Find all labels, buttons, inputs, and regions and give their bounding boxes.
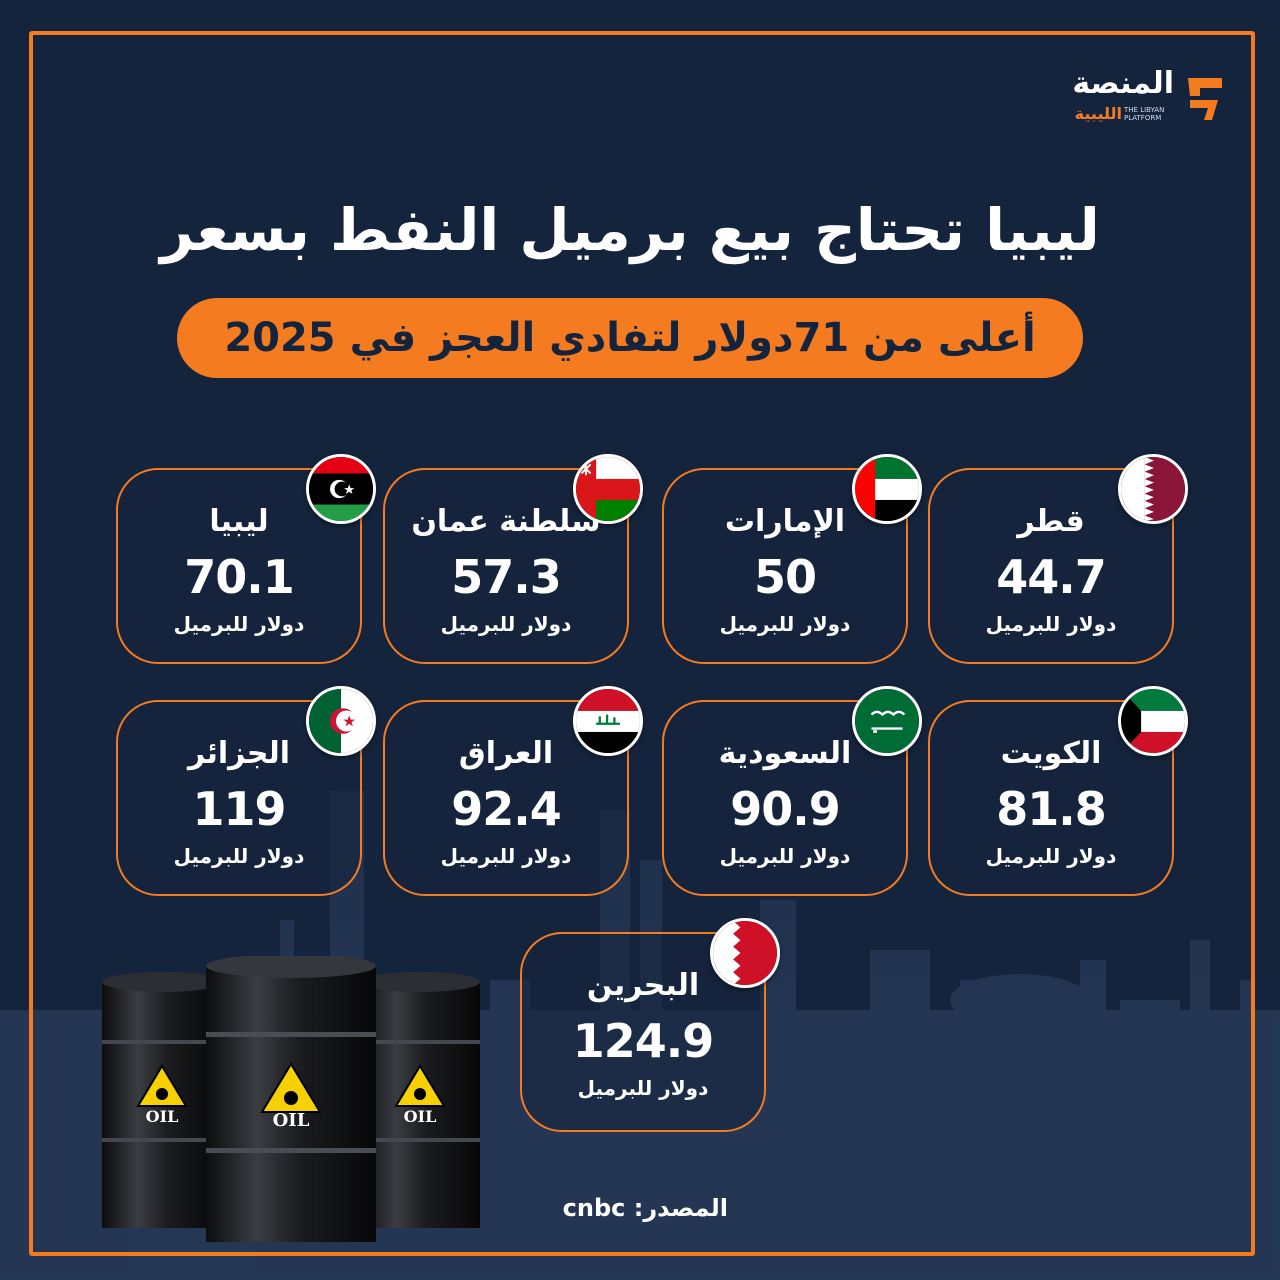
source-credit: المصدر: cnbc <box>562 1194 728 1222</box>
qatar-flag-icon <box>1118 454 1188 524</box>
price-unit: دولار للبرميل <box>440 844 572 868</box>
country-card-kuwait: الكويت 81.8 دولار للبرميل <box>928 686 1188 896</box>
country-name: العراق <box>458 736 554 771</box>
price-unit: دولار للبرميل <box>719 844 851 868</box>
country-name: سلطنة عمان <box>411 504 601 539</box>
price-value: 124.9 <box>572 1014 715 1068</box>
country-name: الإمارات <box>724 504 846 539</box>
price-value: 92.4 <box>451 782 562 836</box>
page-title: ليبيا تحتاج بيع برميل النفط بسعر <box>160 196 1100 264</box>
logo-name-ar-sub: الليبية <box>1074 104 1122 123</box>
country-card-libya: ليبيا 70.1 دولار للبرميل <box>116 454 376 664</box>
algeria-flag-icon <box>306 686 376 756</box>
country-card-saudi: السعودية 90.9 دولار للبرميل <box>662 686 922 896</box>
price-value: 81.8 <box>996 782 1107 836</box>
kuwait-flag-icon <box>1118 686 1188 756</box>
barrel-label: OIL <box>404 1107 437 1126</box>
orange-frame <box>29 31 1255 1256</box>
barrel-label: OIL <box>146 1107 179 1126</box>
saudi-flag-icon <box>852 686 922 756</box>
logo-mark-icon <box>1188 78 1222 120</box>
barrel-right: OIL <box>360 972 480 1228</box>
iraq-flag-icon <box>573 686 643 756</box>
libya-flag-icon <box>306 454 376 524</box>
subtitle-banner: أعلى من 71دولار لتفادي العجز في 2025 <box>177 298 1083 378</box>
country-name: ليبيا <box>209 504 269 539</box>
price-value: 50 <box>753 550 817 604</box>
brand-logo: المنصة الليبية THE LIBYAN PLATFORM <box>1030 66 1226 130</box>
oil-barrels-illustration: OIL OIL OIL <box>102 956 480 1242</box>
barrel-center: OIL <box>206 956 376 1242</box>
price-unit: دولار للبرميل <box>985 612 1117 636</box>
country-card-oman: سلطنة عمان 57.3 دولار للبرميل <box>383 454 643 664</box>
price-unit: دولار للبرميل <box>440 612 572 636</box>
country-name: الكويت <box>1000 736 1102 771</box>
price-unit: دولار للبرميل <box>173 844 305 868</box>
country-name: قطر <box>1017 504 1085 539</box>
logo-name-ar: المنصة <box>1072 66 1175 101</box>
country-name: الجزائر <box>187 736 291 771</box>
country-name: البحرين <box>586 968 700 1003</box>
price-value: 70.1 <box>184 550 295 604</box>
country-card-algeria: الجزائر 119 دولار للبرميل <box>116 686 376 896</box>
oman-flag-icon <box>573 454 643 524</box>
country-card-iraq: العراق 92.4 دولار للبرميل <box>383 686 643 896</box>
uae-flag-icon <box>852 454 922 524</box>
price-value: 57.3 <box>451 550 562 604</box>
subtitle-text: أعلى من 71دولار لتفادي العجز في 2025 <box>224 315 1036 361</box>
price-value: 119 <box>192 782 286 836</box>
price-value: 44.7 <box>996 550 1107 604</box>
price-value: 90.9 <box>730 782 841 836</box>
price-unit: دولار للبرميل <box>577 1076 709 1100</box>
country-card-uae: الإمارات 50 دولار للبرميل <box>662 454 922 664</box>
country-card-qatar: قطر 44.7 دولار للبرميل <box>928 454 1188 664</box>
country-name: السعودية <box>718 736 852 771</box>
barrel-left: OIL <box>102 972 222 1228</box>
barrel-label: OIL <box>273 1110 310 1131</box>
bahrain-flag-icon <box>710 918 780 988</box>
price-unit: دولار للبرميل <box>719 612 851 636</box>
country-card-bahrain: البحرين 124.9 دولار للبرميل <box>520 918 780 1132</box>
price-unit: دولار للبرميل <box>173 612 305 636</box>
logo-name-en: THE LIBYAN PLATFORM <box>1124 106 1165 122</box>
price-unit: دولار للبرميل <box>985 844 1117 868</box>
